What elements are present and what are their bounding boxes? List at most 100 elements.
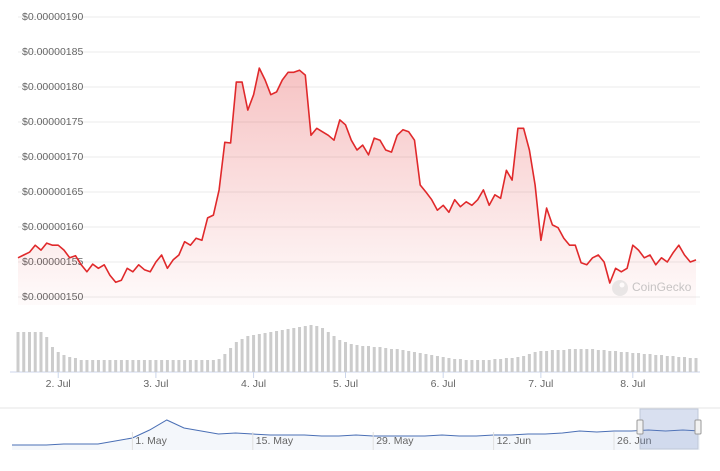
- volume-bar: [119, 360, 123, 372]
- volume-bar: [688, 358, 692, 372]
- volume-bar: [510, 358, 514, 372]
- volume-bar: [177, 360, 181, 372]
- volume-bar: [309, 325, 313, 372]
- volume-bar: [183, 360, 187, 372]
- volume-bar: [591, 349, 595, 372]
- volume-bar: [361, 346, 365, 372]
- volume-bar: [435, 356, 439, 372]
- volume-bar: [211, 360, 215, 372]
- volume-bar: [596, 350, 600, 372]
- navigator-label: 26. Jun: [617, 435, 652, 447]
- marks: [16, 67, 698, 372]
- volume-bar: [194, 360, 198, 372]
- volume-bar: [349, 344, 353, 372]
- volume-bar: [108, 360, 112, 372]
- area-fill: [18, 68, 696, 305]
- volume-bar: [522, 356, 526, 372]
- volume-bar: [200, 360, 204, 372]
- volume-bar: [683, 357, 687, 372]
- volume-bar: [568, 349, 572, 372]
- watermark: CoinGecko: [612, 280, 692, 296]
- volume-bar: [642, 354, 646, 372]
- volume-bar: [562, 350, 566, 372]
- watermark-logo: [612, 280, 628, 296]
- volume-bar: [453, 359, 457, 372]
- volume-bar: [487, 360, 491, 372]
- volume-bar: [625, 352, 629, 372]
- volume-bar: [648, 354, 652, 372]
- volume-bar: [671, 356, 675, 372]
- volume-bar: [464, 360, 468, 372]
- volume-bar: [16, 332, 20, 372]
- volume-bar: [263, 333, 267, 372]
- volume-bar: [85, 360, 89, 372]
- volume-bar: [165, 360, 169, 372]
- volume-bar: [665, 356, 669, 372]
- y-tick-label: $0.00000165: [22, 186, 83, 198]
- volume-bar: [22, 332, 26, 372]
- navigator-line: [12, 419, 701, 446]
- y-tick-label: $0.00000160: [22, 221, 83, 233]
- volume-bar: [476, 360, 480, 372]
- navigator-label: 1. May: [135, 435, 167, 447]
- price-line: [17, 67, 697, 284]
- volume-bar: [27, 332, 31, 372]
- volume-bar: [246, 336, 250, 372]
- volume-bar: [62, 355, 66, 372]
- y-tick-label: $0.00000185: [22, 46, 83, 58]
- x-tick-label: 3. Jul: [143, 378, 168, 390]
- volume-bar: [315, 326, 319, 372]
- volume-bar: [504, 358, 508, 372]
- volume-bar: [660, 355, 664, 372]
- volume-bar: [125, 360, 129, 372]
- volume-bar: [366, 346, 370, 372]
- navigator-handle-left[interactable]: [636, 419, 644, 435]
- volume-bar: [573, 349, 577, 372]
- volume-bar: [481, 360, 485, 372]
- volume-bar: [91, 360, 95, 372]
- y-tick-label: $0.00000175: [22, 116, 83, 128]
- volume-bar: [585, 349, 589, 372]
- navigator-label: 15. May: [256, 435, 294, 447]
- volume-bar: [384, 348, 388, 372]
- volume-bar: [614, 351, 618, 372]
- volume-bar: [470, 360, 474, 372]
- volume-bar: [275, 331, 279, 372]
- volume-bar: [171, 360, 175, 372]
- navigator-handle-right[interactable]: [694, 419, 702, 435]
- volume-bar: [114, 360, 118, 372]
- volume-bar: [229, 348, 233, 372]
- volume-bar: [412, 352, 416, 372]
- volume-bar: [269, 332, 273, 372]
- watermark-logo-eye: [619, 282, 625, 288]
- volume-bar: [332, 336, 336, 372]
- x-tick-label: 6. Jul: [431, 378, 456, 390]
- volume-bar: [148, 360, 152, 372]
- volume-bar: [493, 359, 497, 372]
- x-tick-label: 8. Jul: [620, 378, 645, 390]
- volume-bar: [303, 326, 307, 372]
- navigator: 1. May 15. May 29. May 12. Jun 26. Jun: [12, 419, 701, 450]
- volume-bar: [401, 350, 405, 372]
- volume-bar: [654, 355, 658, 372]
- volume-bar: [68, 357, 72, 372]
- navigator-selection[interactable]: [639, 408, 699, 450]
- y-tick-label: $0.00000180: [22, 81, 83, 93]
- volume-bar: [556, 350, 560, 372]
- volume-bar: [418, 353, 422, 372]
- volume-bar: [234, 342, 238, 372]
- watermark-text: CoinGecko: [632, 280, 692, 294]
- y-tick-label: $0.00000170: [22, 151, 83, 163]
- volume-bar: [677, 357, 681, 372]
- volume-bar: [372, 347, 376, 372]
- volume-bar: [137, 360, 141, 372]
- volume-bar: [131, 360, 135, 372]
- x-tick-label: 5. Jul: [333, 378, 358, 390]
- volume-bar: [694, 358, 698, 372]
- volume-bar: [73, 358, 77, 372]
- volume-bar: [499, 359, 503, 372]
- volume-bar: [33, 332, 37, 372]
- volume-bar: [550, 350, 554, 372]
- navigator-label: 29. May: [376, 435, 414, 447]
